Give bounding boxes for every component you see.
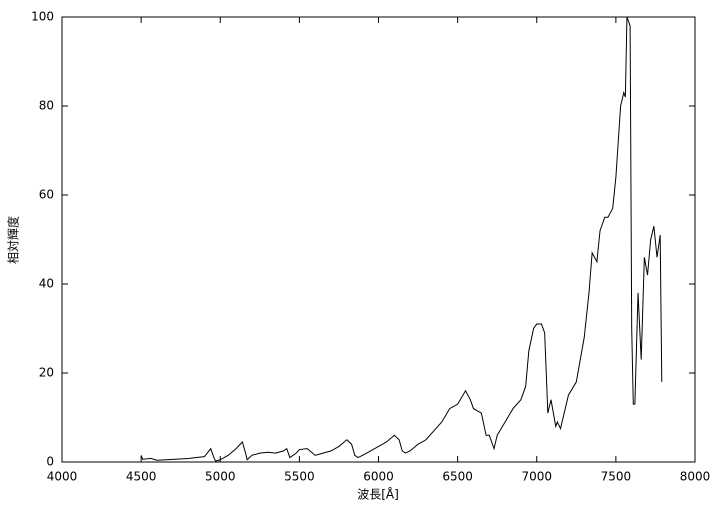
x-tick-label: 6000 [363, 470, 394, 484]
y-tick-label: 40 [39, 277, 54, 291]
x-tick-label: 5500 [284, 470, 315, 484]
x-tick-label: 5000 [205, 470, 236, 484]
x-tick-label: 4500 [126, 470, 157, 484]
y-tick-label: 100 [31, 10, 54, 24]
x-axis-label: 波長[Å] [357, 487, 399, 502]
y-tick-label: 60 [39, 188, 54, 202]
x-tick-label: 6500 [442, 470, 473, 484]
x-tick-label: 7000 [521, 470, 552, 484]
y-tick-label: 80 [39, 99, 54, 113]
x-tick-label: 4000 [47, 470, 78, 484]
x-tick-label: 7500 [601, 470, 632, 484]
spectrum-line [140, 16, 663, 462]
plot-frame [61, 16, 696, 463]
y-tick-label: 20 [39, 366, 54, 380]
y-axis-label: 相対輝度 [6, 216, 21, 264]
y-tick-label: 0 [46, 455, 54, 469]
x-tick-label: 8000 [680, 470, 711, 484]
